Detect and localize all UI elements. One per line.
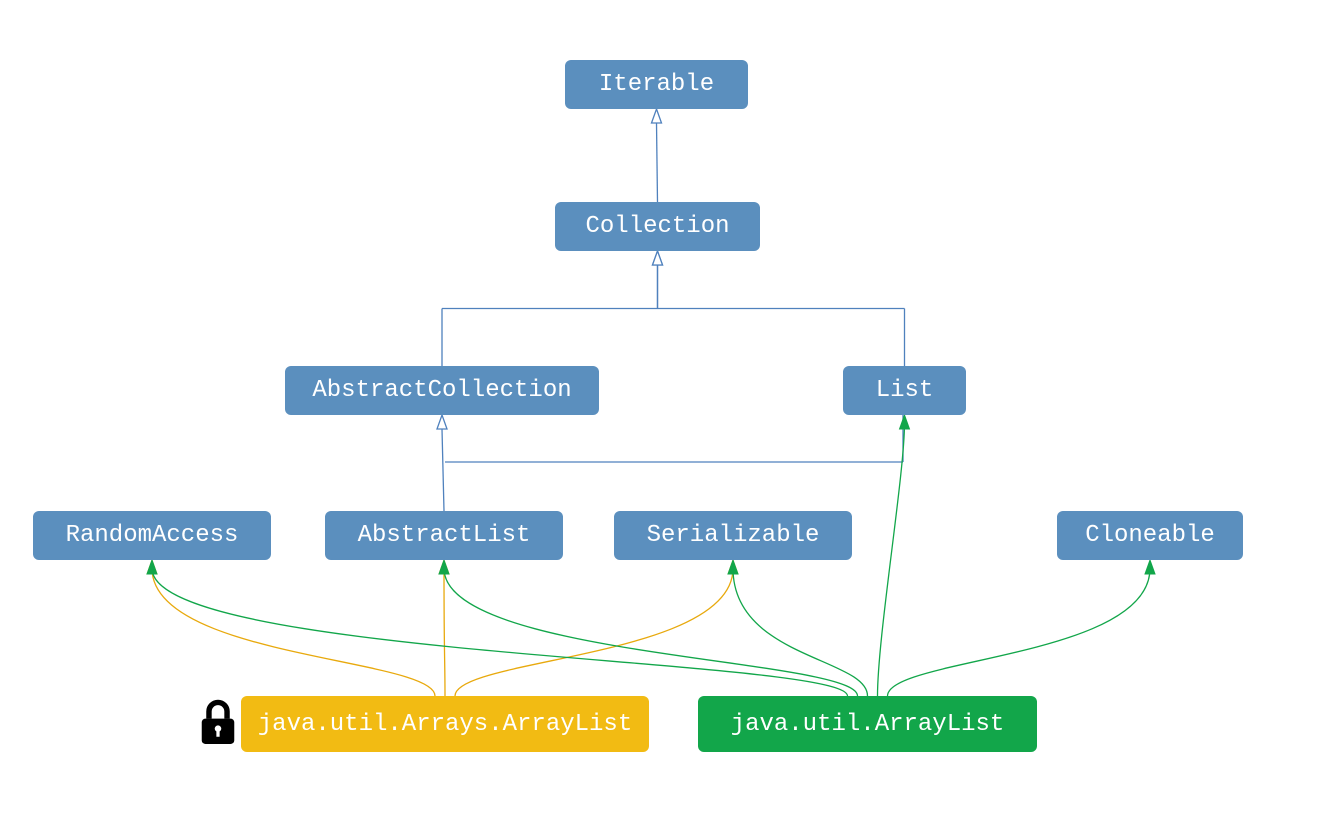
node-label: Iterable	[599, 71, 714, 98]
node-list: List	[843, 366, 966, 415]
node-abslist: AbstractList	[325, 511, 563, 560]
node-label: RandomAccess	[66, 522, 239, 549]
node-label: java.util.Arrays.ArrayList	[258, 711, 632, 738]
node-label: Collection	[585, 213, 729, 240]
diagram-stage: Iterable Collection AbstractCollection List…	[0, 0, 1324, 823]
node-label: List	[876, 377, 934, 404]
node-label: Cloneable	[1085, 522, 1215, 549]
node-iterable: Iterable	[565, 60, 748, 109]
node-random: RandomAccess	[33, 511, 271, 560]
node-label: java.util.ArrayList	[731, 711, 1005, 738]
node-label: AbstractCollection	[312, 377, 571, 404]
node-label: Serializable	[647, 522, 820, 549]
node-utilAL: java.util.ArrayList	[698, 696, 1037, 752]
node-label: AbstractList	[358, 522, 531, 549]
lock-icon	[196, 697, 240, 748]
node-collection: Collection	[555, 202, 760, 251]
node-abscol: AbstractCollection	[285, 366, 599, 415]
node-arraysAL: java.util.Arrays.ArrayList	[241, 696, 649, 752]
node-clone: Cloneable	[1057, 511, 1243, 560]
node-serial: Serializable	[614, 511, 852, 560]
